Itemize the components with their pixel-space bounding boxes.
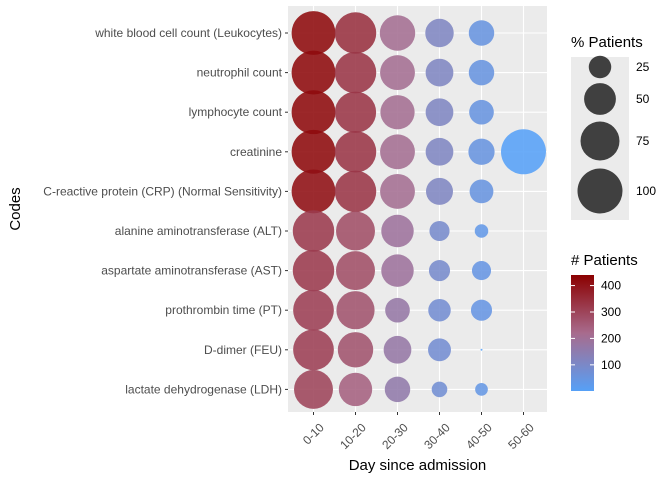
- data-point: [337, 332, 374, 368]
- data-point: [425, 98, 454, 127]
- y-tick-label: lymphocyte count: [189, 105, 283, 119]
- color-legend-label: 200: [601, 331, 621, 345]
- y-tick-label: D-dimer (FEU): [204, 343, 282, 357]
- size-legend: % Patients 25 50 75 100: [571, 34, 656, 220]
- data-point: [291, 50, 336, 95]
- data-point: [475, 383, 488, 396]
- data-point: [291, 11, 336, 55]
- data-point: [338, 372, 373, 407]
- data-points: [291, 11, 546, 409]
- data-point: [380, 134, 415, 170]
- x-tick-label: 40-50: [463, 420, 495, 452]
- data-point: [380, 173, 415, 209]
- data-point: [292, 249, 335, 292]
- y-axis-title: Codes: [7, 187, 24, 230]
- size-legend-key: [588, 55, 612, 79]
- data-point: [471, 261, 492, 281]
- y-tick-label: neutrophil count: [197, 66, 283, 80]
- data-point: [336, 211, 375, 251]
- data-point: [293, 329, 334, 371]
- size-legend-label: 50: [636, 92, 650, 106]
- data-point: [428, 260, 451, 282]
- data-point: [336, 251, 375, 291]
- data-point: [468, 138, 495, 165]
- size-legend-label: 75: [636, 134, 650, 148]
- y-tick-label: aspartate aminotransferase (AST): [101, 264, 282, 278]
- x-tick-labels: 0-10 10-20 20-30 30-40 40-50 50-60: [300, 420, 537, 452]
- y-tick-label: white blood cell count (Leukocytes): [94, 26, 282, 40]
- x-tick-label: 0-10: [300, 420, 327, 447]
- data-point: [428, 298, 451, 322]
- data-point: [334, 51, 377, 94]
- color-legend-bar: [571, 275, 594, 391]
- x-tick-label: 50-60: [505, 420, 537, 452]
- data-point: [334, 91, 377, 133]
- x-tick-label: 10-20: [337, 420, 369, 452]
- data-point: [468, 20, 495, 46]
- color-legend-title: # Patients: [571, 252, 638, 269]
- data-point: [291, 169, 336, 214]
- data-point: [426, 177, 453, 205]
- data-point: [425, 137, 454, 166]
- data-point: [334, 131, 377, 173]
- color-legend-label: 300: [601, 305, 621, 319]
- data-point: [384, 376, 411, 403]
- y-tick-label: C-reactive protein (CRP) (Normal Sensiti…: [43, 184, 282, 198]
- color-legend-label: 400: [601, 279, 621, 293]
- size-legend-label: 25: [636, 60, 650, 74]
- data-point: [385, 297, 410, 323]
- data-point: [501, 129, 546, 175]
- data-point: [429, 220, 450, 242]
- data-point: [293, 289, 334, 331]
- data-point: [470, 299, 493, 321]
- color-legend-label: 100: [601, 358, 621, 372]
- data-point: [336, 291, 375, 330]
- data-point: [334, 12, 377, 54]
- data-point: [428, 338, 451, 362]
- data-point: [291, 90, 336, 135]
- data-point: [294, 369, 333, 409]
- data-point: [291, 129, 336, 174]
- data-point: [383, 335, 412, 364]
- size-legend-key: [584, 83, 616, 115]
- y-tick-label: creatinine: [230, 145, 282, 159]
- data-point: [379, 15, 416, 51]
- data-point: [468, 59, 495, 86]
- data-point: [431, 381, 448, 398]
- data-point: [425, 18, 454, 48]
- data-point: [474, 224, 489, 238]
- y-tick-label: prothrombin time (PT): [165, 303, 282, 317]
- data-point: [425, 58, 454, 87]
- x-axis-title: Day since admission: [349, 457, 487, 474]
- data-point: [381, 254, 414, 287]
- y-tick-labels: white blood cell count (Leukocytes) neutr…: [43, 26, 282, 396]
- size-legend-title: % Patients: [571, 34, 643, 51]
- size-legend-label: 100: [636, 184, 656, 198]
- data-point: [469, 99, 494, 125]
- x-tick-label: 20-30: [379, 420, 411, 452]
- data-point: [381, 214, 414, 248]
- axis-ticks: [285, 32, 524, 415]
- data-point: [480, 348, 483, 351]
- data-point: [380, 95, 415, 130]
- data-point: [334, 170, 377, 213]
- color-legend: # Patients 100 200 300 400: [571, 252, 638, 391]
- y-tick-label: alanine aminotransferase (ALT): [115, 224, 282, 238]
- y-tick-label: lactate dehydrogenase (LDH): [125, 382, 282, 396]
- x-tick-label: 30-40: [421, 420, 453, 452]
- size-legend-key: [577, 168, 623, 214]
- size-legend-key: [580, 121, 620, 161]
- data-point: [292, 210, 335, 252]
- data-point: [380, 55, 415, 91]
- data-point: [469, 179, 494, 204]
